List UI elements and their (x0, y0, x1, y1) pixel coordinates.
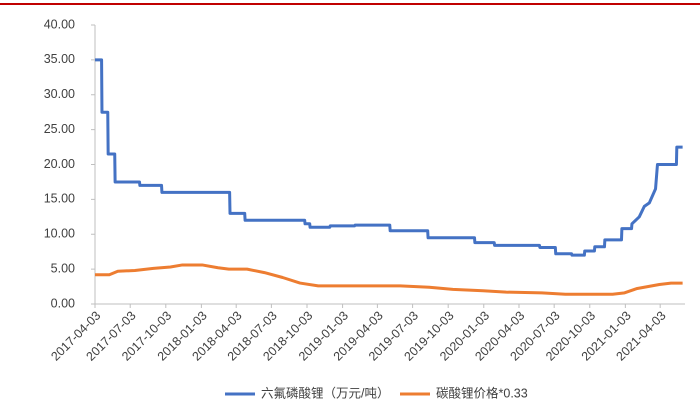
series-line (95, 58, 683, 257)
y-tick-label: 25.00 (44, 122, 75, 136)
y-tick-label: 35.00 (44, 52, 75, 66)
series-line (95, 263, 683, 296)
y-tick-label: 5.00 (51, 261, 75, 275)
y-tick-label: 40.00 (44, 17, 75, 31)
y-tick-label: 10.00 (44, 227, 75, 241)
y-tick-label: 20.00 (44, 157, 75, 171)
legend-label: 碳酸锂价格*0.33 (436, 385, 528, 400)
y-tick-label: 0.00 (51, 296, 75, 310)
legend-label: 六氟磷酸锂（万元/吨） (261, 385, 389, 400)
y-tick-label: 15.00 (44, 192, 75, 206)
y-tick-label: 30.00 (44, 87, 75, 101)
